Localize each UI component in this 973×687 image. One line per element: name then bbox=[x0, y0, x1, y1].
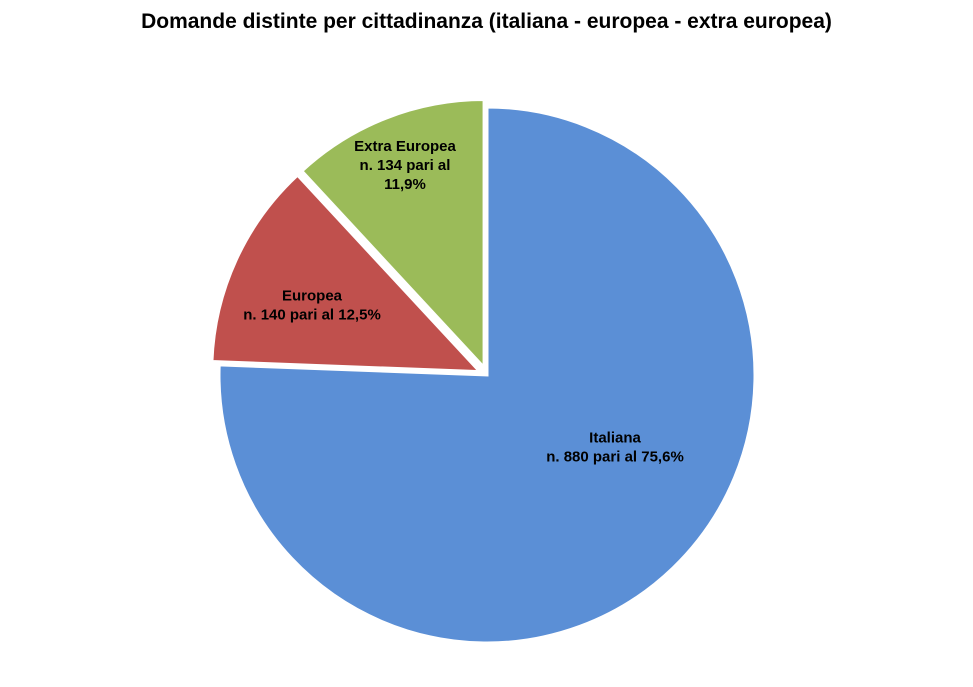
slice-label-line: Extra Europea bbox=[354, 138, 456, 155]
pie-slice-extra-europea bbox=[299, 98, 486, 372]
pie-slice-italiana bbox=[217, 105, 757, 645]
chart-title: Domande distinte per cittadinanza (itali… bbox=[141, 10, 832, 33]
slice-label-italiana: Italiana n. 880 pari al 75,6% bbox=[546, 430, 684, 466]
slice-label-line: n. 140 pari al 12,5% bbox=[243, 307, 381, 324]
slice-label-line: Europea bbox=[282, 288, 343, 305]
slice-labels: Italiana n. 880 pari al 75,6% Europea n. 14… bbox=[243, 138, 684, 466]
pie-slices bbox=[210, 98, 757, 645]
slice-label-europea: Europea n. 140 pari al 12,5% bbox=[243, 288, 381, 324]
slice-label-extra-europea: Extra Europea n. 134 pari al 11,9% bbox=[354, 138, 456, 193]
slice-label-line: n. 880 pari al 75,6% bbox=[546, 449, 684, 466]
slice-label-line: 11,9% bbox=[384, 176, 426, 193]
pie-slice-europea bbox=[210, 173, 484, 374]
slice-label-line: Italiana bbox=[589, 430, 641, 447]
slice-label-line: n. 134 pari al bbox=[360, 157, 451, 174]
